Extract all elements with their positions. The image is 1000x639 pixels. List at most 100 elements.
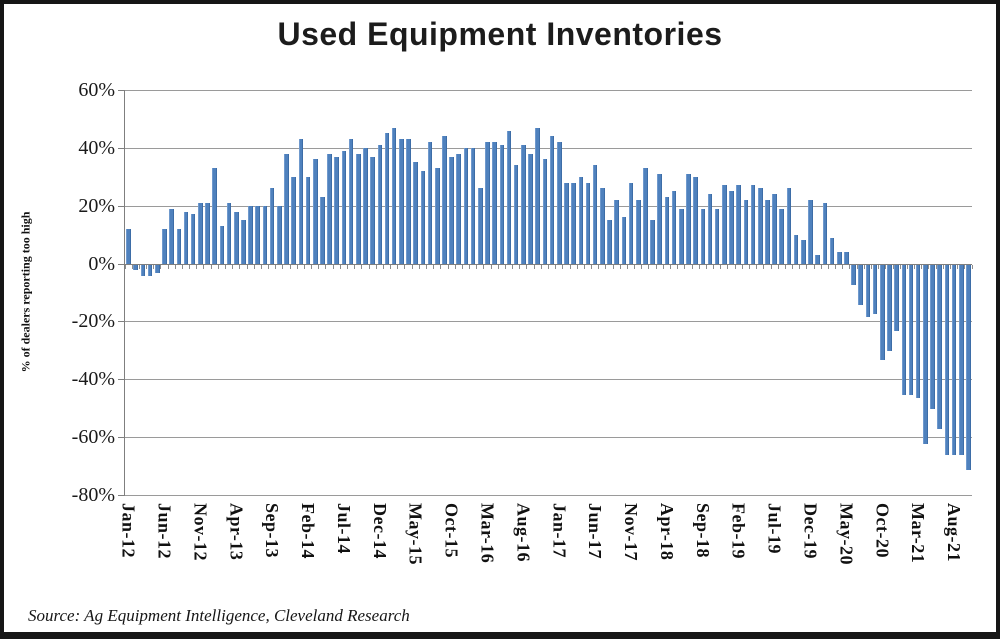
category-tickmark xyxy=(820,264,822,269)
x-axis-tick-label: Mar-16 xyxy=(477,503,498,564)
category-tickmark xyxy=(935,264,937,269)
category-tickmark xyxy=(189,264,191,269)
bar-Jul-12 xyxy=(169,208,174,264)
bar-May-19 xyxy=(757,188,763,264)
category-tickmark xyxy=(246,264,248,269)
category-tickmark xyxy=(626,264,628,269)
bar-Sep-17 xyxy=(614,199,619,264)
category-tickmark xyxy=(282,264,284,269)
y-axis-tickmark xyxy=(118,147,125,149)
bar-May-14 xyxy=(327,153,332,264)
category-tickmark xyxy=(275,264,277,269)
y-axis-tick-label: -80% xyxy=(71,484,115,506)
bar-Jan-12 xyxy=(126,228,131,264)
category-tickmark xyxy=(404,264,406,269)
bar-Nov-19 xyxy=(801,240,806,264)
y-axis-tickmark xyxy=(118,495,125,496)
y-axis-tickmark xyxy=(118,205,125,207)
bar-Aug-13 xyxy=(262,205,268,264)
category-tickmark xyxy=(777,264,779,269)
category-tickmark xyxy=(153,264,155,269)
y-axis-tick-label: -60% xyxy=(71,426,115,449)
x-axis-tick-label: Sep-18 xyxy=(692,503,713,559)
category-tickmark xyxy=(461,264,463,269)
bar-May-12 xyxy=(155,264,160,274)
category-tickmark xyxy=(555,264,557,269)
category-tickmark xyxy=(734,264,736,269)
bar-Dec-20 xyxy=(894,264,899,332)
bar-Nov-12 xyxy=(198,202,203,264)
category-tickmark xyxy=(748,264,750,269)
bar-Nov-20 xyxy=(887,264,892,352)
category-tickmark xyxy=(964,264,966,269)
category-tickmark xyxy=(382,264,384,269)
category-tickmark xyxy=(497,264,499,269)
category-tickmark xyxy=(354,264,356,269)
bar-Oct-20 xyxy=(879,264,885,361)
category-tickmark xyxy=(562,264,564,269)
bar-Apr-17 xyxy=(578,176,584,264)
bar-Sep-13 xyxy=(269,188,275,264)
bar-Nov-17 xyxy=(628,182,634,264)
bar-Jun-16 xyxy=(506,130,512,264)
category-tickmark xyxy=(720,264,722,269)
category-tickmark xyxy=(433,264,435,269)
category-tickmark xyxy=(397,264,399,269)
bar-Apr-18 xyxy=(664,197,670,264)
x-axis-tick-label: Feb-19 xyxy=(728,503,749,559)
bar-Jan-21 xyxy=(901,264,907,395)
category-tickmark xyxy=(239,264,241,269)
category-tickmark xyxy=(583,264,585,269)
bar-May-15 xyxy=(413,162,418,264)
category-tickmark xyxy=(605,264,607,269)
bar-Nov-16 xyxy=(542,159,548,264)
bar-Oct-21 xyxy=(966,264,971,470)
plot-area xyxy=(118,90,973,496)
bar-Dec-18 xyxy=(722,185,727,264)
y-axis-tick-label: 40% xyxy=(78,136,115,159)
category-tickmark xyxy=(533,264,535,269)
category-tickmark xyxy=(698,264,700,269)
category-tickmark xyxy=(835,264,837,269)
bar-Mar-13 xyxy=(226,202,232,264)
x-axis-tick-label: Nov-17 xyxy=(621,503,642,561)
bar-Sep-18 xyxy=(700,208,706,264)
bar-Jul-17 xyxy=(600,188,605,264)
y-axis-tick-label: 60% xyxy=(78,79,115,101)
bar-Aug-21 xyxy=(951,264,957,456)
bar-Jan-14 xyxy=(298,139,304,264)
bar-Feb-12 xyxy=(133,264,139,271)
bar-Feb-17 xyxy=(564,182,569,264)
gridline xyxy=(125,379,972,381)
category-tickmark xyxy=(914,264,916,269)
x-axis-tick-label: Apr-13 xyxy=(226,503,247,561)
bar-May-18 xyxy=(671,191,677,264)
category-tickmark xyxy=(799,264,801,269)
bar-May-20 xyxy=(844,252,849,264)
bar-Jun-17 xyxy=(592,165,598,264)
bar-Oct-13 xyxy=(277,205,282,264)
bar-Jul-13 xyxy=(255,205,261,264)
category-tickmark xyxy=(476,264,478,269)
category-tickmark xyxy=(519,264,521,269)
x-axis-tick-label: Dec-14 xyxy=(369,503,390,559)
bar-Sep-21 xyxy=(958,264,964,456)
category-tickmark xyxy=(942,264,944,269)
bar-Feb-19 xyxy=(736,185,741,264)
category-tickmark xyxy=(806,264,808,269)
y-axis-tickmark xyxy=(118,321,125,323)
category-tickmark xyxy=(167,264,169,269)
bar-Oct-12 xyxy=(190,214,196,264)
category-tickmark xyxy=(792,264,794,269)
bar-Dec-14 xyxy=(377,144,383,264)
category-tickmark xyxy=(648,264,650,269)
source-note: Source: Ag Equipment Intelligence, Cleve… xyxy=(28,606,410,625)
category-tickmark xyxy=(763,264,765,269)
x-axis-tick-label: Jun-12 xyxy=(154,503,175,560)
bar-Sep-20 xyxy=(872,264,878,314)
bar-Nov-13 xyxy=(284,153,289,264)
bar-Apr-15 xyxy=(406,139,411,264)
bar-Aug-17 xyxy=(607,220,612,264)
bar-Oct-16 xyxy=(535,127,541,264)
bar-Sep-15 xyxy=(442,136,447,264)
